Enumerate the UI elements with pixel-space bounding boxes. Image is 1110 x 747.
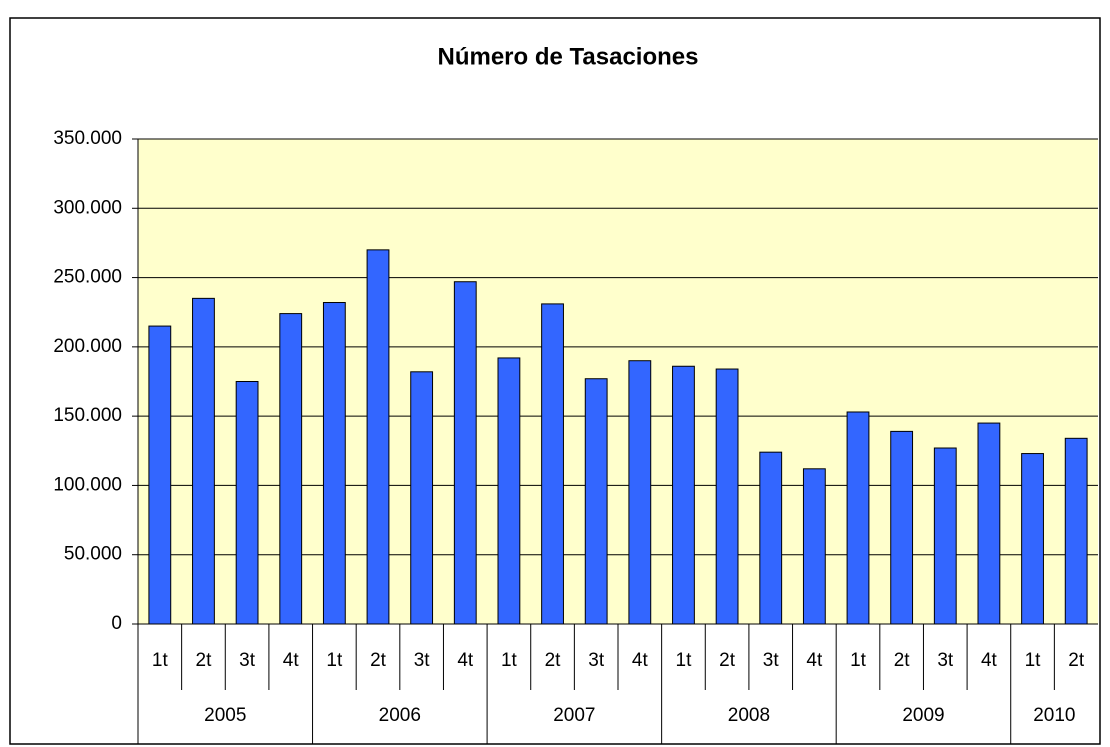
x-tick-label: 2t	[1068, 650, 1085, 671]
x-group-label: 2005	[204, 705, 246, 726]
x-tick-label: 3t	[937, 650, 954, 671]
y-tick-label: 250.000	[53, 267, 122, 288]
bar	[1064, 437, 1088, 625]
x-tick-label: 3t	[414, 650, 431, 671]
bar	[410, 371, 434, 625]
x-tick-label: 2t	[719, 650, 736, 671]
y-tick-label: 50.000	[64, 544, 122, 565]
x-tick-label: 1t	[850, 650, 867, 671]
x-tick-label: 3t	[763, 650, 780, 671]
bar	[802, 468, 826, 625]
y-tick-label: 150.000	[53, 405, 122, 426]
y-tick-label: 200.000	[53, 336, 122, 357]
bar	[672, 365, 695, 625]
x-tick-label: 4t	[632, 650, 649, 671]
y-tick-label: 0	[111, 613, 122, 634]
x-tick-label: 4t	[283, 650, 300, 671]
bar	[933, 447, 957, 625]
bar	[279, 313, 303, 625]
bar	[322, 302, 346, 625]
x-tick-label: 4t	[457, 650, 474, 671]
bar	[453, 281, 477, 625]
bar	[192, 297, 215, 625]
bar	[541, 303, 564, 625]
bar	[1021, 453, 1044, 625]
bar	[846, 411, 870, 625]
x-tick-label: 2t	[894, 650, 911, 671]
bar	[628, 360, 652, 625]
bar	[890, 430, 914, 625]
bar	[584, 378, 608, 625]
bar	[235, 381, 259, 625]
x-tick-label: 2t	[545, 650, 562, 671]
x-tick-label: 1t	[152, 650, 169, 671]
x-tick-label: 1t	[1025, 650, 1042, 671]
y-tick-label: 100.000	[53, 474, 122, 495]
x-group-label: 2007	[553, 705, 595, 726]
bar	[148, 325, 172, 625]
x-tick-label: 2t	[370, 650, 387, 671]
bar	[759, 451, 783, 625]
bar	[497, 357, 521, 625]
x-group-label: 2010	[1033, 705, 1075, 726]
x-tick-label: 1t	[501, 650, 518, 671]
bar	[366, 249, 390, 625]
bar	[715, 368, 739, 625]
x-tick-label: 1t	[326, 650, 343, 671]
x-tick-label: 4t	[981, 650, 998, 671]
x-tick-label: 3t	[239, 650, 256, 671]
x-tick-label: 4t	[806, 650, 823, 671]
y-tick-label: 350.000	[53, 128, 122, 149]
chart-title: Número de Tasaciones	[438, 43, 699, 70]
y-tick-label: 300.000	[53, 197, 122, 218]
x-group-label: 2006	[379, 705, 421, 726]
x-tick-label: 2t	[196, 650, 213, 671]
x-tick-label: 1t	[676, 650, 693, 671]
x-tick-label: 3t	[588, 650, 605, 671]
x-group-label: 2008	[728, 705, 770, 726]
x-group-label: 2009	[902, 705, 944, 726]
bar	[977, 422, 1001, 625]
